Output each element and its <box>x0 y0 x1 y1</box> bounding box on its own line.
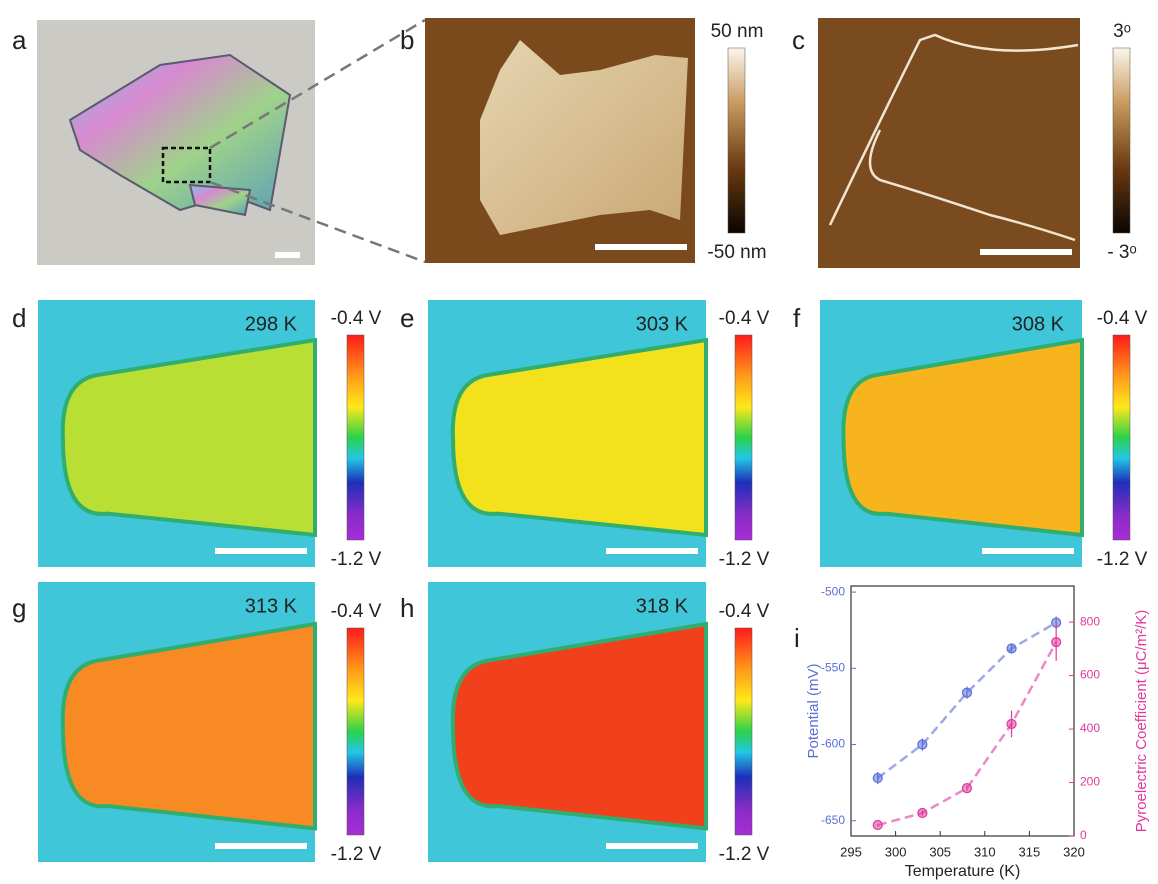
temperature-label: 318 K <box>636 595 689 617</box>
afm-phase-image <box>818 18 1080 268</box>
colorbar-top-label: -0.4 V <box>1097 308 1148 329</box>
colorbar-top-label: -0.4 V <box>719 601 770 622</box>
scale-bar <box>980 249 1072 255</box>
trend-line <box>878 623 1056 778</box>
colorbar-bottom-label: -1.2 V <box>719 844 770 865</box>
y2-tick-label: 800 <box>1080 614 1100 628</box>
x-tick-label: 300 <box>885 844 907 859</box>
colorbar <box>1113 48 1130 233</box>
data-point <box>873 821 882 830</box>
temperature-label: 303 K <box>636 313 689 335</box>
panel-label: d <box>12 303 26 333</box>
temperature-label: 298 K <box>245 313 298 335</box>
scale-bar <box>215 548 307 554</box>
data-point <box>918 740 927 749</box>
colorbar-bottom-label: -1.2 V <box>1097 549 1148 570</box>
y2-tick-label: 600 <box>1080 668 1100 682</box>
colorbar-bottom-label: -1.2 V <box>331 844 382 865</box>
colorbar-bottom-label: -1.2 V <box>331 549 382 570</box>
y-tick-label: -500 <box>821 584 845 598</box>
colorbar-bottom-label: -1.2 V <box>719 549 770 570</box>
trend-line <box>878 642 1056 825</box>
panel-label: a <box>12 25 27 55</box>
y2-tick-label: 400 <box>1080 721 1100 735</box>
colorbar <box>735 628 752 835</box>
panel-label: b <box>400 25 414 55</box>
data-point <box>873 774 882 783</box>
panel-label: h <box>400 593 414 623</box>
y-tick-label: -550 <box>821 660 845 674</box>
y2-tick-label: 200 <box>1080 775 1100 789</box>
scale-bar <box>215 843 307 849</box>
figure: a b 50 nm -50 nm c 3ᵒ - 3ᵒ d 298 K -0.4 V -1.2 V e 3… <box>0 0 1158 884</box>
x-axis-title: Temperature (K) <box>905 863 1021 880</box>
colorbar <box>347 628 364 835</box>
colorbar-bottom-label: - 3ᵒ <box>1107 242 1136 263</box>
colorbar <box>1113 335 1130 540</box>
y2-axis-title: Pyroelectric Coefficient (μC/m²/K) <box>1133 610 1150 833</box>
scale-bar <box>595 244 687 250</box>
temperature-label: 308 K <box>1012 313 1065 335</box>
panel-label: g <box>12 593 26 623</box>
panel-label: i <box>794 623 800 653</box>
x-tick-label: 310 <box>974 844 996 859</box>
colorbar-top-label: -0.4 V <box>719 308 770 329</box>
x-tick-label: 320 <box>1063 844 1085 859</box>
colorbar-top-label: 50 nm <box>711 21 764 42</box>
data-point <box>1007 644 1016 653</box>
colorbar <box>728 48 745 233</box>
data-point <box>1007 719 1016 728</box>
scale-bar <box>606 548 698 554</box>
temperature-label: 313 K <box>245 595 298 617</box>
y-axis-title: Potential (mV) <box>805 663 822 758</box>
data-point <box>1052 638 1061 647</box>
data-point <box>918 809 927 818</box>
panel-label: c <box>792 25 805 55</box>
colorbar-top-label: -0.4 V <box>331 601 382 622</box>
y-tick-label: -650 <box>821 813 845 827</box>
scale-bar <box>606 843 698 849</box>
y2-tick-label: 0 <box>1080 828 1087 842</box>
x-tick-label: 315 <box>1019 844 1041 859</box>
y-tick-label: -600 <box>821 737 845 751</box>
colorbar-bottom-label: -50 nm <box>707 242 766 263</box>
data-point <box>962 784 971 793</box>
x-tick-label: 305 <box>929 844 951 859</box>
data-point <box>962 688 971 697</box>
panel-label: f <box>793 303 801 333</box>
colorbar <box>347 335 364 540</box>
colorbar-top-label: -0.4 V <box>331 308 382 329</box>
scale-bar <box>275 252 300 258</box>
x-tick-label: 295 <box>840 844 862 859</box>
scale-bar <box>982 548 1074 554</box>
plot-frame <box>851 586 1074 836</box>
colorbar-top-label: 3ᵒ <box>1113 21 1131 42</box>
panel-label: e <box>400 303 414 333</box>
colorbar <box>735 335 752 540</box>
